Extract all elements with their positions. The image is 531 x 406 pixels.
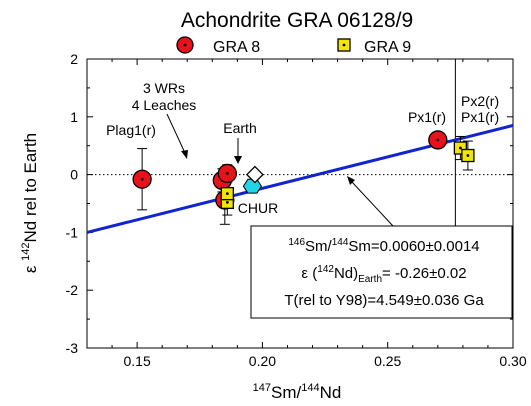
x-tick-label: 0.15 xyxy=(123,353,150,369)
info-arrow-head xyxy=(347,176,355,185)
wrs-arrow-head xyxy=(181,150,188,159)
legend-marker-gra8-dot xyxy=(183,43,187,47)
gra8-point-center xyxy=(436,138,440,142)
y-tick-label: 1 xyxy=(70,109,78,125)
y-tick-label: -2 xyxy=(66,282,79,298)
legend: GRA 8 GRA 9 xyxy=(176,36,411,56)
x-tick-label: 0.30 xyxy=(499,353,526,369)
earth-arrow-head xyxy=(234,156,242,164)
y-tick-label: -3 xyxy=(66,340,79,356)
legend-label-gra8: GRA 8 xyxy=(213,39,260,56)
annotation-px1b: Px1(r) xyxy=(461,109,499,125)
legend-label-gra9: GRA 9 xyxy=(364,39,411,56)
annotation-px1: Px1(r) xyxy=(408,109,446,125)
gra9-point-center xyxy=(458,146,462,150)
axis-ticks xyxy=(86,58,514,349)
y-axis-label: ε 142Nd rel to Earth xyxy=(20,133,40,273)
y-tick-label: -1 xyxy=(66,224,79,240)
annotation-px2: Px2(r) xyxy=(461,93,499,109)
annotation-earth: Earth xyxy=(223,120,256,136)
y-tick-label: 0 xyxy=(70,167,78,183)
chur-marker xyxy=(242,178,262,194)
gra9-point-center xyxy=(225,200,229,204)
info-line-2: ε (142Nd)Earth= -0.26±0.02 xyxy=(301,264,466,285)
info-arrow-line xyxy=(351,181,394,227)
earth-marker xyxy=(245,165,264,184)
gra8-point-center xyxy=(225,172,229,175)
info-line-3: T(rel to Y98)=4.549±0.036 Ga xyxy=(284,292,484,309)
legend-marker-gra9-dot xyxy=(342,43,346,47)
info-box xyxy=(250,225,513,319)
annotation-chur: CHUR xyxy=(238,200,278,216)
info-line-1: 146Sm/144Sm=0.0060±0.0014 xyxy=(288,237,479,255)
y-tick-label: 2 xyxy=(70,51,78,67)
annotation-leaches: 4 Leaches xyxy=(132,97,197,113)
chart-title: Achondrite GRA 06128/9 xyxy=(181,9,413,32)
x-tick-label: 0.25 xyxy=(374,353,401,369)
x-tick-label: 0.20 xyxy=(249,353,276,369)
gra8-point-center xyxy=(140,177,144,181)
data-points xyxy=(132,130,475,210)
gra9-point-center xyxy=(466,154,470,157)
wrs-arrow-line xyxy=(166,113,186,154)
gra9-point-center xyxy=(225,192,229,196)
axis-tick-labels: 0.15 0.20 0.25 0.30 -3 -2 -1 0 1 2 xyxy=(66,51,527,369)
x-axis-label: 147Sm/144Nd xyxy=(253,382,342,402)
annotation-wrs: 3 WRs xyxy=(143,80,185,96)
annotation-plag: Plag1(r) xyxy=(106,122,156,138)
